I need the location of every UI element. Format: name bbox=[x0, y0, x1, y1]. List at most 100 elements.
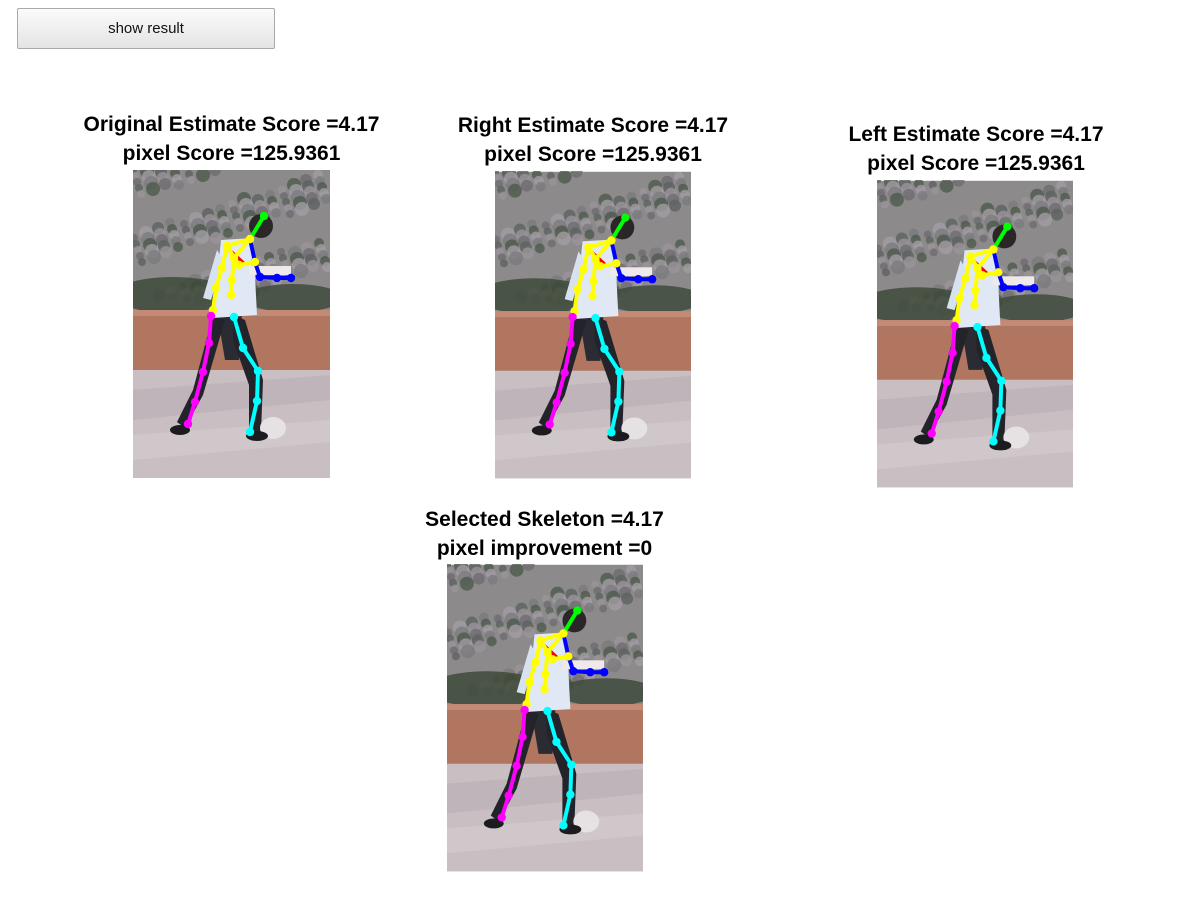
foliage-spot bbox=[499, 259, 508, 268]
right-arm-joint bbox=[272, 273, 282, 283]
torso-spine-joint bbox=[607, 236, 616, 245]
torso-spine-joint bbox=[226, 290, 236, 300]
bush bbox=[986, 294, 1073, 323]
shoulder-line-joint bbox=[548, 655, 557, 664]
foliage-spot bbox=[556, 231, 571, 246]
foliage-spot bbox=[496, 185, 505, 194]
foliage-spot bbox=[584, 602, 595, 613]
shoulder-line-joint bbox=[994, 268, 1003, 277]
right-arm-joint bbox=[569, 667, 578, 676]
torso-spine-line bbox=[972, 247, 996, 308]
torso-spine-joint bbox=[971, 286, 980, 295]
foliage-spot bbox=[209, 170, 221, 176]
torso-spine bbox=[226, 234, 255, 300]
right-leg-joint bbox=[253, 366, 263, 376]
foliage-spot bbox=[486, 636, 497, 647]
torso-spine-joint bbox=[559, 629, 568, 638]
left-leg-joint bbox=[520, 705, 529, 715]
foliage-spot bbox=[271, 208, 281, 218]
shoulder-line-joint bbox=[966, 252, 975, 261]
foliage-spot bbox=[535, 181, 546, 192]
right-leg-joint bbox=[982, 353, 991, 363]
foliage-spot bbox=[508, 251, 523, 266]
foliage-spot bbox=[939, 180, 954, 193]
right-leg-joint bbox=[566, 790, 575, 799]
foliage-spot bbox=[500, 570, 509, 579]
foliage-spot bbox=[595, 592, 604, 601]
right-sleeve bbox=[610, 267, 653, 277]
right-arm-joint bbox=[634, 275, 643, 284]
foliage-spot bbox=[557, 171, 572, 184]
left-leg-joint bbox=[950, 321, 959, 331]
head-segment-line bbox=[609, 215, 628, 243]
shoulder-line bbox=[584, 243, 621, 271]
foliage-spot bbox=[889, 192, 904, 207]
shoulder-line-joint bbox=[564, 652, 573, 661]
torso-spine bbox=[588, 236, 616, 301]
right-leg-joint bbox=[229, 312, 239, 322]
left-leg-joint bbox=[934, 407, 943, 416]
left-sleeve bbox=[946, 260, 967, 311]
foliage-spot bbox=[634, 588, 643, 599]
foliage-spot bbox=[495, 247, 504, 256]
foliage-spot bbox=[645, 205, 654, 214]
foliage-spot bbox=[929, 248, 938, 257]
torso-spine bbox=[540, 629, 568, 694]
left-arm-joint bbox=[217, 263, 227, 273]
foliage-spot bbox=[599, 604, 608, 613]
left-arm-joint bbox=[573, 285, 582, 294]
foliage-spot bbox=[450, 584, 459, 593]
left-leg bbox=[183, 311, 216, 429]
foliage-spot bbox=[137, 190, 145, 198]
foliage-spot bbox=[138, 258, 146, 266]
shoulder-line-joint bbox=[234, 260, 244, 270]
foliage-spot bbox=[508, 624, 523, 639]
torso-spine-line bbox=[542, 631, 566, 692]
foliage-spot bbox=[952, 180, 965, 187]
foliage-spot bbox=[509, 564, 524, 577]
skeleton-overlay bbox=[927, 222, 1039, 446]
pose-image bbox=[877, 180, 1073, 488]
torso-spine-joint bbox=[543, 648, 552, 657]
left-arm-joint bbox=[579, 265, 588, 274]
right-sleeve bbox=[992, 276, 1035, 286]
foliage-spot bbox=[523, 626, 536, 639]
foliage-spot bbox=[223, 228, 233, 238]
shoulder-line-joint bbox=[584, 243, 593, 252]
foliage-spot bbox=[520, 179, 533, 192]
foliage-spot bbox=[495, 620, 504, 629]
torso-spine-line bbox=[229, 237, 252, 297]
pose-image bbox=[447, 564, 643, 872]
torso-spine-joint bbox=[540, 684, 549, 694]
foliage-spot bbox=[877, 182, 883, 191]
right-sleeve bbox=[562, 660, 605, 670]
pixel-score-label: pixel Score =125.9361 bbox=[867, 152, 1085, 175]
right-leg-joint bbox=[591, 313, 600, 323]
left-leg-joint bbox=[568, 312, 577, 322]
foliage-spot bbox=[498, 191, 507, 200]
foliage-spot bbox=[903, 256, 916, 269]
left-sleeve bbox=[516, 644, 537, 695]
foliage-spot bbox=[210, 232, 222, 244]
foliage-spot bbox=[655, 265, 670, 280]
foliage-spot bbox=[196, 170, 210, 182]
foliage-spot bbox=[541, 221, 550, 230]
head-segment-line bbox=[561, 608, 580, 636]
foliage-spot bbox=[447, 566, 453, 575]
foliage-spot bbox=[639, 187, 648, 196]
left-arm-joint bbox=[531, 658, 540, 667]
show-result-button[interactable]: show result bbox=[17, 8, 275, 49]
skeleton-overlay bbox=[545, 213, 657, 437]
shoulder-line-joint bbox=[250, 257, 260, 267]
left-leg-joint bbox=[190, 397, 200, 407]
foliage-spot bbox=[890, 260, 905, 275]
foliage-spot bbox=[546, 171, 555, 180]
foliage-spot bbox=[133, 172, 139, 180]
foliage-spot bbox=[877, 250, 884, 259]
foliage-spot bbox=[1021, 196, 1030, 205]
shoe bbox=[483, 818, 504, 829]
foliage-spot bbox=[507, 183, 522, 198]
foliage-spot bbox=[460, 644, 475, 659]
estimate-score-label: Original Estimate Score =4.17 bbox=[83, 113, 380, 136]
foliage-spot bbox=[1038, 212, 1053, 227]
